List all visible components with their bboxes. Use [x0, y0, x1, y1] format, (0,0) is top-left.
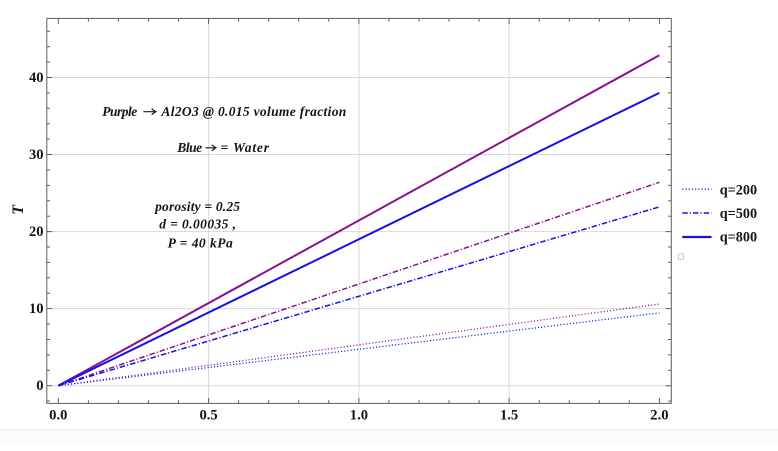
svg-text:P = 40 kPa: P = 40 kPa	[168, 236, 233, 251]
svg-text:0.0: 0.0	[49, 408, 67, 424]
svg-text:q=500: q=500	[720, 206, 757, 222]
svg-text:30: 30	[29, 147, 44, 163]
svg-text:= Water: = Water	[221, 140, 270, 155]
svg-text:Al2O3 @ 0.015 volume fraction: Al2O3 @ 0.015 volume fraction	[160, 104, 346, 119]
svg-text:1.0: 1.0	[350, 408, 368, 424]
svg-text:q=200: q=200	[720, 182, 757, 198]
svg-text:2.0: 2.0	[650, 408, 668, 424]
svg-text:1.5: 1.5	[500, 408, 518, 424]
svg-text:q=800: q=800	[720, 230, 757, 246]
svg-text:T: T	[10, 204, 27, 215]
svg-text:10: 10	[29, 301, 44, 317]
svg-text:Blue: Blue	[176, 140, 202, 155]
svg-text:20: 20	[29, 224, 44, 240]
svg-text:Purple: Purple	[102, 104, 137, 119]
svg-text:0: 0	[36, 378, 43, 394]
svg-text:d = 0.00035 ,: d = 0.00035 ,	[159, 217, 236, 232]
svg-text:40: 40	[29, 70, 44, 86]
svg-text:0.5: 0.5	[199, 408, 217, 424]
svg-text:porosity = 0.25: porosity = 0.25	[154, 199, 240, 214]
